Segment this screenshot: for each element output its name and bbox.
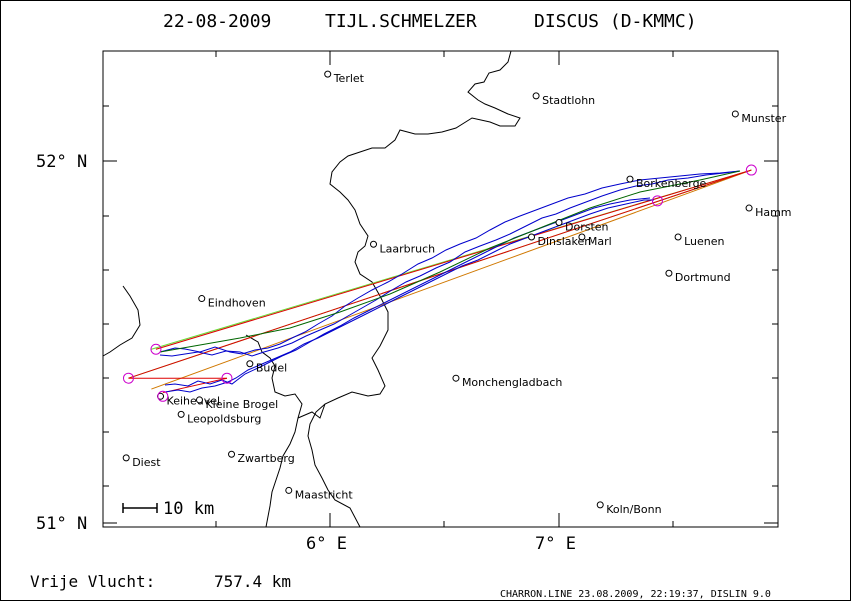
turnpoint-1 bbox=[745, 164, 757, 176]
city-marker bbox=[731, 110, 739, 118]
city-marker bbox=[246, 360, 254, 368]
city-marker bbox=[674, 233, 682, 241]
turnpoint-5 bbox=[150, 343, 162, 355]
city-marker bbox=[195, 396, 203, 404]
turnpoint-6 bbox=[157, 390, 169, 402]
lat-label-52: 52° N bbox=[36, 152, 87, 172]
city-marker bbox=[228, 450, 236, 458]
turnpoint-layer bbox=[122, 164, 757, 402]
city-label: Dorsten bbox=[565, 221, 609, 234]
city-label: Budel bbox=[256, 362, 287, 375]
city-label: Leopoldsburg bbox=[187, 412, 261, 425]
city-zwartberg: Zwartberg bbox=[228, 450, 295, 465]
city-stadtlohn: Stadtlohn bbox=[532, 92, 595, 107]
lon-label-6: 6° E bbox=[306, 534, 347, 554]
city-label: Monchengladbach bbox=[462, 376, 562, 389]
glider-name: DISCUS (D-KMMC) bbox=[534, 11, 697, 32]
city-borkenberge: Borkenberge bbox=[626, 175, 707, 190]
flight-track-2 bbox=[159, 170, 741, 357]
task-leg-5 bbox=[128, 169, 752, 379]
city-label: Eindhoven bbox=[208, 297, 266, 310]
turnpoint-3 bbox=[122, 372, 134, 384]
task-leg-1 bbox=[151, 169, 752, 390]
city-dinslaken: Dinslaken bbox=[528, 233, 592, 248]
city-label: Terlet bbox=[333, 72, 365, 85]
city-luenen: Luenen bbox=[674, 233, 724, 248]
city-diest: Diest bbox=[122, 454, 161, 469]
city-marker bbox=[532, 92, 540, 100]
city-marl: Marl bbox=[578, 233, 612, 248]
city-layer: Terlet Stadtlohn Munster Borkenberge Hamm Dor… bbox=[122, 70, 792, 516]
city-maastricht: Maastricht bbox=[285, 486, 354, 501]
city-leopoldsburg: Leopoldsburg bbox=[177, 410, 261, 425]
city-label: Maastricht bbox=[295, 488, 354, 501]
city-label: Koln/Bonn bbox=[606, 503, 661, 516]
task-layer bbox=[128, 169, 752, 394]
flight-track-5 bbox=[159, 170, 741, 353]
city-keiheuvel: Keiheuvel bbox=[157, 392, 221, 407]
credits: CHARRON.LINE 23.08.2009, 22:19:37, DISLI… bbox=[500, 589, 771, 600]
city-marker bbox=[626, 175, 634, 183]
flight-date: 22-08-2009 bbox=[163, 11, 271, 32]
city-label: Dinslaken bbox=[538, 235, 592, 248]
pilot-name: TIJL.SCHMELZER bbox=[325, 11, 477, 32]
flight-track bbox=[159, 170, 741, 393]
city-marker bbox=[665, 269, 673, 277]
scale-bar-label: 10 km bbox=[163, 499, 214, 519]
city-marker bbox=[122, 454, 130, 462]
lon-label-7: 7° E bbox=[535, 534, 576, 554]
city-label: Marl bbox=[588, 235, 612, 248]
tick-marks bbox=[103, 51, 778, 527]
city-label: Hamm bbox=[755, 206, 791, 219]
city-koln-bonn: Koln/Bonn bbox=[596, 501, 662, 516]
city-monchengladbach: Monchengladbach bbox=[452, 374, 562, 389]
city-label: Dortmund bbox=[675, 271, 731, 284]
city-marker bbox=[324, 70, 332, 78]
city-laarbruch: Laarbruch bbox=[370, 240, 436, 255]
city-label: Borkenberge bbox=[636, 177, 707, 190]
city-marker bbox=[452, 374, 460, 382]
city-budel: Budel bbox=[246, 360, 287, 375]
city-dorsten: Dorsten bbox=[555, 219, 609, 234]
city-marker bbox=[596, 501, 604, 509]
city-marker bbox=[285, 486, 293, 494]
city-label: Stadtlohn bbox=[542, 94, 595, 107]
lat-label-51: 51° N bbox=[36, 514, 87, 534]
city-marker bbox=[177, 410, 185, 418]
city-marker bbox=[555, 219, 563, 227]
city-munster: Munster bbox=[731, 110, 787, 125]
distance-value: 757.4 km bbox=[214, 572, 291, 591]
city-label: Munster bbox=[741, 112, 786, 125]
city-label: Luenen bbox=[684, 235, 724, 248]
city-dortmund: Dortmund bbox=[665, 269, 731, 284]
city-marker bbox=[745, 204, 753, 212]
scale-bar bbox=[122, 503, 158, 513]
distance-label: Vrije Vlucht: bbox=[30, 572, 155, 591]
city-label: Zwartberg bbox=[238, 452, 295, 465]
turnpoint-4 bbox=[221, 372, 233, 384]
city-marker bbox=[578, 233, 586, 241]
city-label: Kleine Brogel bbox=[205, 398, 278, 411]
city-label: Diest bbox=[132, 456, 161, 469]
city-hamm: Hamm bbox=[745, 204, 792, 219]
city-marker bbox=[198, 295, 206, 303]
flight-track-1 bbox=[159, 170, 741, 355]
country-borders bbox=[102, 50, 521, 528]
turnpoint-2 bbox=[651, 195, 663, 207]
city-marker bbox=[528, 233, 536, 241]
city-eindhoven: Eindhoven bbox=[198, 295, 266, 310]
city-marker bbox=[370, 240, 378, 248]
plot-area bbox=[102, 50, 779, 528]
city-kleine-brogel: Kleine Brogel bbox=[195, 396, 278, 411]
city-terlet: Terlet bbox=[324, 70, 365, 85]
city-label: Keiheuvel bbox=[167, 394, 221, 407]
city-label: Laarbruch bbox=[380, 242, 436, 255]
